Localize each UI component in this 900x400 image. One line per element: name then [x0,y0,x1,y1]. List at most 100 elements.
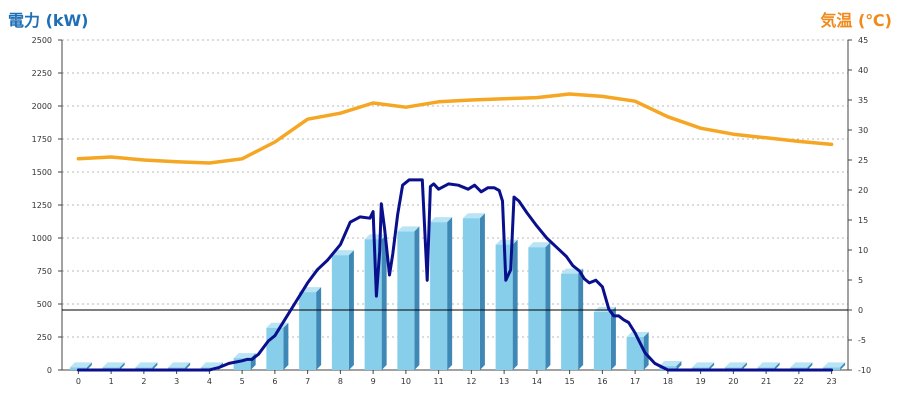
bar-top [692,362,715,368]
bar-side [185,362,191,370]
bar-side [512,239,518,370]
bar [561,273,579,370]
bar [626,337,644,370]
bar [659,366,677,370]
left-tick-label: 1250 [32,201,52,210]
bar-top [102,362,125,368]
bar-side [709,362,715,370]
bar [528,247,546,370]
right-tick-label: 45 [858,36,868,45]
bar-side [316,287,322,370]
x-tick-label: 2 [141,377,146,386]
x-tick-label: 1 [109,377,114,386]
x-tick-label: 11 [434,377,444,386]
left-tick-label: 1750 [32,135,52,144]
x-tick-label: 3 [174,377,179,386]
x-tick-label: 22 [794,377,804,386]
bar-top [790,362,813,368]
bar-side [578,268,584,370]
bar-top [626,332,649,337]
x-tick-label: 13 [499,377,509,386]
right-tick-label: 25 [858,156,868,165]
bar-side [414,226,420,370]
x-tick-label: 20 [728,377,738,386]
right-tick-label: 40 [858,66,868,75]
left-tick-label: 0 [47,366,52,375]
right-axis-title: 気温 (℃) [820,11,892,30]
bar [593,311,611,370]
right-tick-label: 5 [858,276,863,285]
bar-top [724,362,747,368]
bar-side [152,362,158,370]
x-tick-label: 10 [401,377,411,386]
power-line [76,178,834,372]
right-tick-label: 30 [858,126,868,135]
x-tick-label: 0 [76,377,81,386]
temperature-line [76,92,834,165]
x-tick-label: 23 [827,377,837,386]
right-tick-label: 20 [858,186,868,195]
bar-top [168,362,191,368]
x-tick-label: 16 [597,377,607,386]
bar-top [331,250,354,256]
left-tick-label: 2250 [32,69,52,78]
x-tick-label: 9 [371,377,376,386]
x-tick-label: 18 [663,377,673,386]
bar-top [462,213,485,219]
bar-side [479,213,485,370]
left-tick-label: 250 [37,333,52,342]
right-tick-label: -5 [858,336,866,345]
bar-top [659,361,682,367]
bar-side [119,362,125,370]
bar-top [200,362,223,368]
bar [397,231,415,370]
bar-top [233,353,256,359]
bar-side [676,361,682,370]
x-tick-label: 12 [466,377,476,386]
bar-side [86,362,92,370]
bar-side [283,322,289,370]
left-tick-label: 750 [37,267,52,276]
left-axis-title: 電力 (kW) [8,11,89,30]
left-tick-label: 1000 [32,234,52,243]
bar-top [135,362,158,368]
right-tick-label: 10 [858,246,868,255]
bar-top [69,362,92,368]
x-tick-label: 7 [305,377,310,386]
bar-side [840,362,846,370]
x-tick-label: 5 [240,377,245,386]
bar-side [447,217,453,370]
x-tick-label: 14 [532,377,542,386]
left-tick-label: 2000 [32,102,52,111]
bar-top [397,226,420,232]
x-tick-label: 15 [565,377,575,386]
bar [299,292,317,370]
bar-side [774,362,780,370]
x-tick-label: 19 [696,377,706,386]
bar [462,218,480,370]
left-tick-label: 500 [37,300,52,309]
bar-top [528,242,551,248]
x-tick-label: 6 [272,377,277,386]
bar-top [430,217,453,223]
right-tick-label: -10 [858,366,871,375]
bar [331,255,349,370]
left-tick-label: 1500 [32,168,52,177]
bar-side [381,234,387,370]
bar-side [807,362,813,370]
bar-top [757,362,780,368]
bar [430,222,448,370]
x-tick-label: 17 [630,377,640,386]
bar-side [545,242,551,370]
x-tick-label: 21 [761,377,771,386]
right-tick-label: 15 [858,216,868,225]
bar-side [741,362,747,370]
bar [233,358,251,370]
bar-top [823,362,846,368]
x-tick-label: 4 [207,377,212,386]
left-tick-label: 2500 [32,36,52,45]
right-tick-label: 0 [858,306,863,315]
x-tick-label: 8 [338,377,343,386]
